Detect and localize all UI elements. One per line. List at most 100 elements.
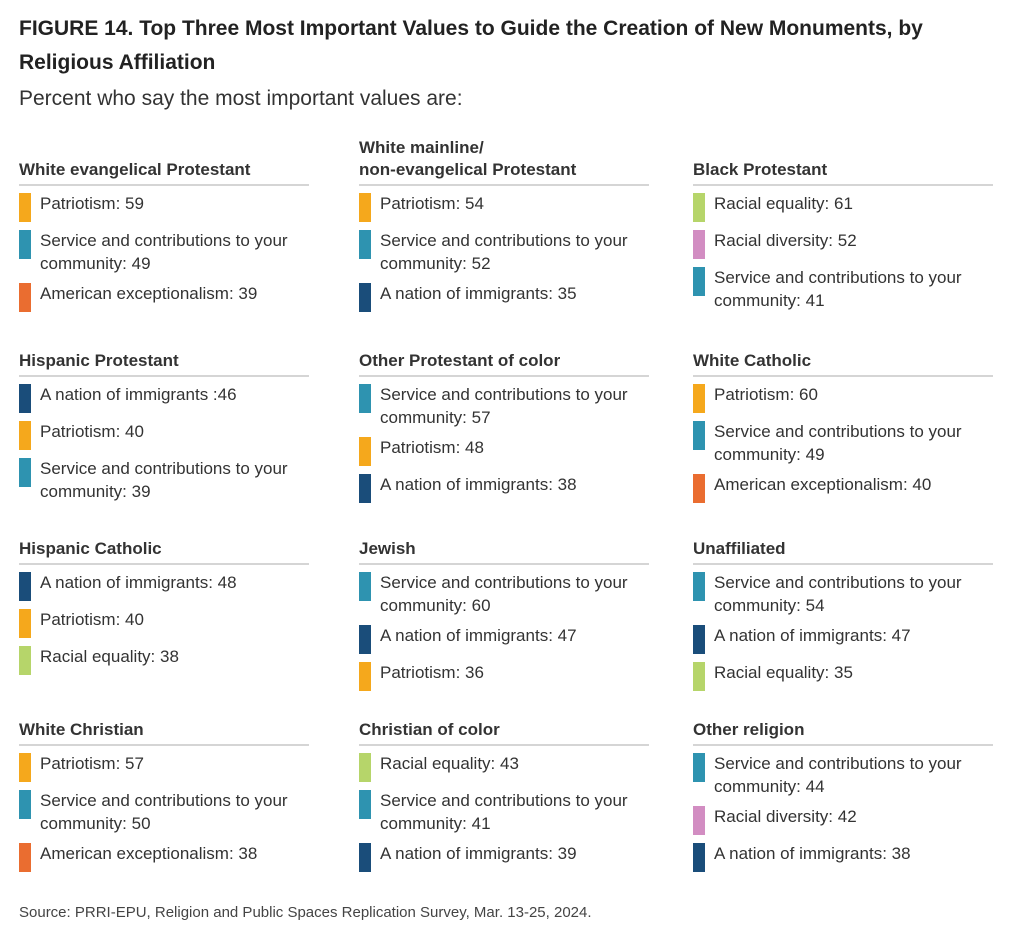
value-label: Racial equality: 38 xyxy=(40,647,179,666)
color-swatch xyxy=(359,384,371,413)
group-title: Other religion xyxy=(693,720,805,739)
color-swatch xyxy=(693,625,705,654)
group-panel: Black Protestant Racial equality: 61 Racia… xyxy=(693,159,993,319)
color-swatch xyxy=(19,230,31,259)
group-panel: Other Protestant of color Service and con… xyxy=(359,350,649,510)
color-swatch xyxy=(359,193,371,222)
value-label: Service and contributions to your commun… xyxy=(714,754,962,796)
value-item: A nation of immigrants: 38 xyxy=(359,473,649,503)
color-swatch xyxy=(359,474,371,503)
value-item: Patriotism: 54 xyxy=(359,192,649,222)
value-item: Patriotism: 48 xyxy=(359,436,649,466)
value-label: American exceptionalism: 40 xyxy=(714,475,932,494)
value-item: A nation of immigrants: 39 xyxy=(359,842,649,872)
value-item: American exceptionalism: 40 xyxy=(693,473,993,503)
value-label: Service and contributions to your commun… xyxy=(40,459,288,501)
color-swatch xyxy=(693,230,705,259)
value-list: Service and contributions to your commun… xyxy=(359,383,649,503)
source-note: Source: PRRI-EPU, Religion and Public Sp… xyxy=(19,904,592,921)
color-swatch xyxy=(693,474,705,503)
value-item: A nation of immigrants: 47 xyxy=(693,624,993,654)
value-item: Service and contributions to your commun… xyxy=(359,571,649,617)
color-swatch xyxy=(19,384,31,413)
color-swatch xyxy=(19,790,31,819)
value-item: Service and contributions to your commun… xyxy=(693,420,993,466)
value-item: A nation of immigrants: 38 xyxy=(693,842,993,872)
color-swatch xyxy=(19,609,31,638)
color-swatch xyxy=(19,421,31,450)
group-title: Jewish xyxy=(359,539,416,558)
value-label: Racial diversity: 42 xyxy=(714,807,857,826)
value-list: Service and contributions to your commun… xyxy=(693,752,993,872)
value-label: Service and contributions to your commun… xyxy=(714,268,962,310)
color-swatch xyxy=(693,843,705,872)
group-title: White Catholic xyxy=(693,351,812,370)
value-item: A nation of immigrants: 47 xyxy=(359,624,649,654)
value-label: Service and contributions to your commun… xyxy=(714,422,962,464)
value-label: Patriotism: 59 xyxy=(40,194,144,213)
group-header: Christian of color xyxy=(359,719,649,746)
color-swatch xyxy=(359,662,371,691)
value-label: Service and contributions to your commun… xyxy=(40,231,288,273)
group-header: Jewish xyxy=(359,538,649,565)
color-swatch xyxy=(359,437,371,466)
value-list: A nation of immigrants :46 Patriotism: 40… xyxy=(19,383,309,503)
group-title: Hispanic Catholic xyxy=(19,539,162,558)
group-header: Black Protestant xyxy=(693,159,993,186)
value-item: Racial equality: 38 xyxy=(19,645,309,675)
color-swatch xyxy=(693,384,705,413)
value-list: Patriotism: 59 Service and contributions … xyxy=(19,192,309,312)
group-panel: Jewish Service and contributions to your … xyxy=(359,538,649,698)
group-header: Unaffiliated xyxy=(693,538,993,565)
color-swatch xyxy=(19,753,31,782)
value-item: Racial diversity: 42 xyxy=(693,805,993,835)
color-swatch xyxy=(19,843,31,872)
value-label: Patriotism: 48 xyxy=(380,438,484,457)
figure-title: FIGURE 14. Top Three Most Important Valu… xyxy=(19,17,923,74)
value-item: Patriotism: 40 xyxy=(19,608,309,638)
value-label: Service and contributions to your commun… xyxy=(380,791,628,833)
value-label: A nation of immigrants: 35 xyxy=(380,284,577,303)
value-item: A nation of immigrants: 35 xyxy=(359,282,649,312)
value-label: A nation of immigrants: 38 xyxy=(380,475,577,494)
value-item: Service and contributions to your commun… xyxy=(19,457,309,503)
value-item: Patriotism: 57 xyxy=(19,752,309,782)
group-title: White evangelical Protestant xyxy=(19,160,251,179)
color-swatch xyxy=(359,230,371,259)
color-swatch xyxy=(19,572,31,601)
group-title: Black Protestant xyxy=(693,160,828,179)
value-item: Service and contributions to your commun… xyxy=(19,789,309,835)
group-title: White Christian xyxy=(19,720,144,739)
value-label: Service and contributions to your commun… xyxy=(380,573,628,615)
value-label: A nation of immigrants: 47 xyxy=(714,626,911,645)
value-label: A nation of immigrants :46 xyxy=(40,385,237,404)
group-panel: White Catholic Patriotism: 60 Service and … xyxy=(693,350,993,510)
value-list: Patriotism: 57 Service and contributions … xyxy=(19,752,309,872)
group-title: Christian of color xyxy=(359,720,500,739)
group-panel: Hispanic Protestant A nation of immigrant… xyxy=(19,350,309,510)
color-swatch xyxy=(359,753,371,782)
value-item: Service and contributions to your commun… xyxy=(359,229,649,275)
value-item: Service and contributions to your commun… xyxy=(693,752,993,798)
value-label: Patriotism: 57 xyxy=(40,754,144,773)
value-label: Patriotism: 40 xyxy=(40,610,144,629)
group-panel: Hispanic Catholic A nation of immigrants:… xyxy=(19,538,309,682)
value-item: Racial equality: 35 xyxy=(693,661,993,691)
value-label: Racial diversity: 52 xyxy=(714,231,857,250)
group-header: Hispanic Catholic xyxy=(19,538,309,565)
group-title: Other Protestant of color xyxy=(359,351,561,370)
value-list: Racial equality: 43 Service and contribut… xyxy=(359,752,649,872)
value-list: Racial equality: 61 Racial diversity: 52 S… xyxy=(693,192,993,312)
group-header: White Christian xyxy=(19,719,309,746)
value-label: American exceptionalism: 39 xyxy=(40,284,258,303)
value-label: Patriotism: 36 xyxy=(380,663,484,682)
value-item: Patriotism: 36 xyxy=(359,661,649,691)
value-item: Racial equality: 61 xyxy=(693,192,993,222)
group-panel: Other religion Service and contributions … xyxy=(693,719,993,879)
group-panel: Christian of color Racial equality: 43 Ser… xyxy=(359,719,649,879)
value-label: Patriotism: 40 xyxy=(40,422,144,441)
group-title: Hispanic Protestant xyxy=(19,351,179,370)
color-swatch xyxy=(359,843,371,872)
group-header: White Catholic xyxy=(693,350,993,377)
color-swatch xyxy=(693,267,705,296)
